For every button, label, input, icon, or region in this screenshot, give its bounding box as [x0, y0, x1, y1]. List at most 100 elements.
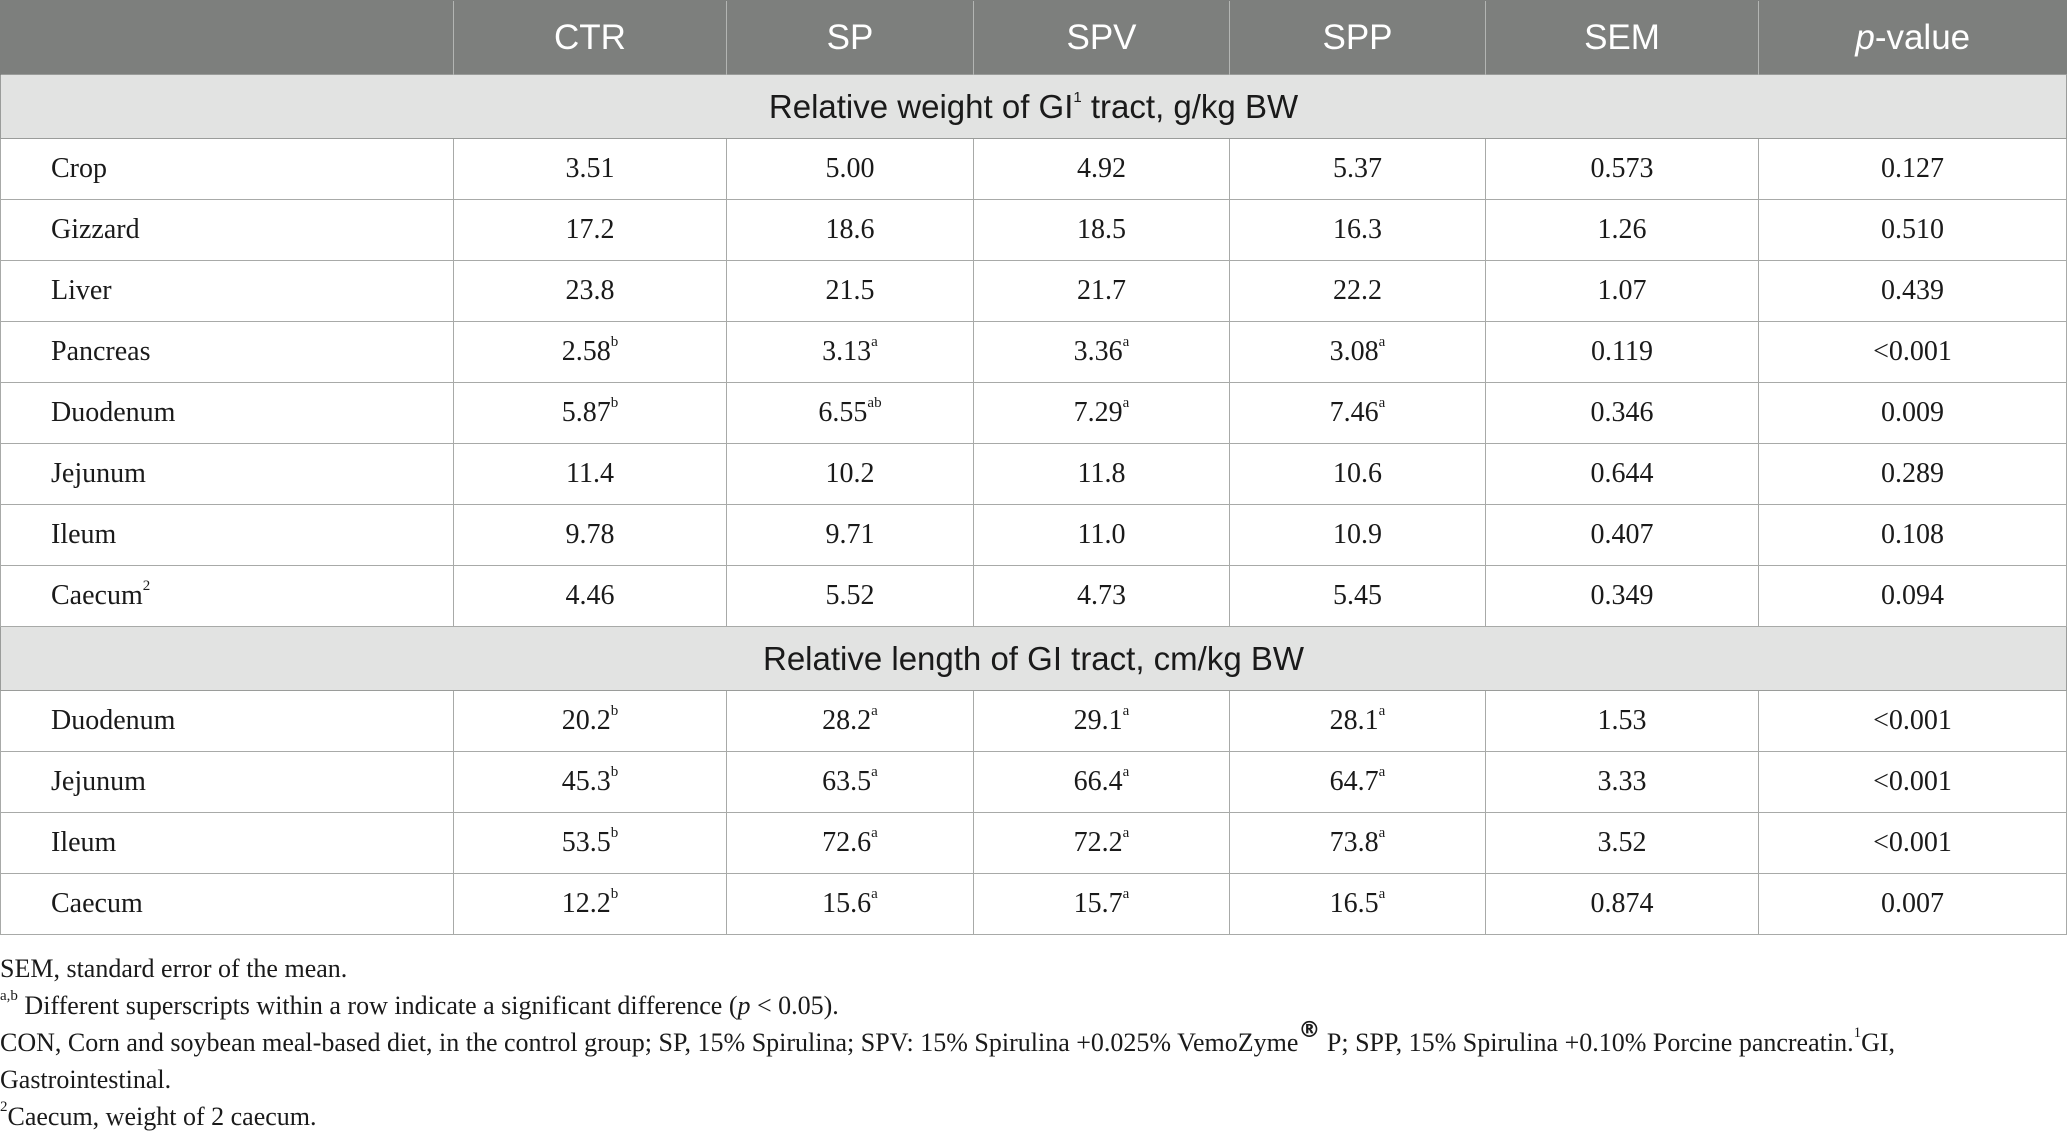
cell-sp: 28.2a [726, 690, 974, 752]
cell-value: 22.2 [1333, 275, 1382, 306]
footnote-abbrev-reg: ® [1298, 1018, 1321, 1044]
footnote-caecum-sup: 2 [0, 1099, 8, 1116]
cell-value: 0.119 [1591, 336, 1653, 367]
cell-value: 15.7 [1073, 888, 1123, 919]
table-row: Liver 23.8 21.5 21.7 22.2 1.07 0.439 [0, 260, 2067, 322]
cell-sem: 0.573 [1485, 138, 1759, 200]
header-sem: SEM [1485, 0, 1759, 75]
row-label: Jejunum [0, 751, 454, 813]
table-header: CTR SP SPV SPP SEM p-value [0, 0, 2067, 75]
cell-pvalue: 0.007 [1758, 873, 2067, 935]
footnote-abbrev-b: P; SPP, 15% Spirulina +0.10% Porcine pan… [1320, 1028, 1854, 1057]
table-row: Jejunum 11.4 10.2 11.8 10.6 0.644 0.289 [0, 443, 2067, 505]
cell-spp: 28.1a [1229, 690, 1486, 752]
cell-value: 0.573 [1590, 153, 1654, 184]
cell-value: 3.52 [1597, 827, 1647, 858]
cell-value: 5.45 [1333, 580, 1382, 611]
cell-spv: 7.29a [973, 382, 1230, 444]
row-label-text: Duodenum [51, 705, 176, 736]
cell-ctr: 2.58b [453, 321, 727, 383]
row-label: Jejunum [0, 443, 454, 505]
table-container: CTR SP SPV SPP SEM p-value Relative weig… [0, 0, 2067, 935]
cell-sp: 72.6a [726, 812, 974, 874]
cell-value: 6.55 [818, 397, 868, 428]
footnote-sem: SEM, standard error of the mean. [0, 954, 348, 983]
cell-sp: 21.5 [726, 260, 974, 322]
results-table: CTR SP SPV SPP SEM p-value Relative weig… [0, 0, 2067, 935]
cell-ctr: 9.78 [453, 504, 727, 566]
row-label-text: Ileum [51, 519, 117, 550]
cell-spp: 10.6 [1229, 443, 1486, 505]
cell-value: <0.001 [1873, 766, 1952, 797]
cell-value: 53.5 [561, 827, 611, 858]
cell-superscript: a [1122, 885, 1130, 902]
cell-value: 29.1 [1073, 705, 1123, 736]
row-label: Liver [0, 260, 454, 322]
cell-sp: 3.13a [726, 321, 974, 383]
footnote-significance: a,b Different superscripts within a row … [0, 987, 2060, 1024]
cell-ctr: 4.46 [453, 565, 727, 627]
cell-superscript: b [610, 702, 619, 719]
cell-value: 1.07 [1597, 275, 1647, 306]
cell-sem: 0.119 [1485, 321, 1759, 383]
table-row: Pancreas 2.58b 3.13a 3.36a 3.08a 0.119 <0.001 [0, 321, 2067, 383]
cell-superscript: a [1378, 394, 1386, 411]
row-label: Ileum [0, 812, 454, 874]
cell-superscript: a [1378, 885, 1386, 902]
cell-value: 5.00 [825, 153, 875, 184]
cell-spp: 5.45 [1229, 565, 1486, 627]
cell-spv: 66.4a [973, 751, 1230, 813]
cell-value: 5.87 [561, 397, 611, 428]
cell-superscript: a [1122, 394, 1130, 411]
cell-value: 0.007 [1881, 888, 1944, 919]
cell-value: 7.29 [1073, 397, 1123, 428]
cell-value: 45.3 [561, 766, 611, 797]
footnote-sig-text-b: < 0.05). [750, 991, 839, 1020]
cell-spp: 10.9 [1229, 504, 1486, 566]
row-label-text: Duodenum [51, 397, 176, 428]
footnote-abbrev-c: GI, Gastrointestinal. [0, 1028, 1896, 1094]
cell-spp: 7.46a [1229, 382, 1486, 444]
cell-value: 0.108 [1881, 519, 1944, 550]
cell-spp: 16.3 [1229, 199, 1486, 261]
row-label: Caecum [0, 873, 454, 935]
cell-value: 11.0 [1077, 519, 1126, 550]
cell-sem: 1.53 [1485, 690, 1759, 752]
cell-value: 4.92 [1077, 153, 1126, 184]
cell-value: 63.5 [822, 766, 872, 797]
cell-value: 66.4 [1073, 766, 1123, 797]
footnote-caecum-text: Caecum, weight of 2 caecum. [7, 1102, 317, 1131]
cell-sp: 10.2 [726, 443, 974, 505]
cell-pvalue: 0.439 [1758, 260, 2067, 322]
cell-value: 0.094 [1881, 580, 1944, 611]
cell-superscript: a [1378, 763, 1386, 780]
cell-sp: 5.52 [726, 565, 974, 627]
cell-spp: 16.5a [1229, 873, 1486, 935]
footnote-sig-italic: p [737, 991, 751, 1020]
cell-superscript: a [1378, 702, 1386, 719]
cell-value: 12.2 [561, 888, 611, 919]
section-title-weight-b: tract, g/kg BW [1081, 87, 1299, 125]
section-title-weight: Relative weight of GI1 tract, g/kg BW [0, 74, 2067, 139]
table-body: Relative weight of GI1 tract, g/kg BW Cr… [0, 74, 2067, 935]
cell-value: 0.349 [1590, 580, 1654, 611]
cell-sp: 6.55ab [726, 382, 974, 444]
cell-sp: 18.6 [726, 199, 974, 261]
cell-spv: 21.7 [973, 260, 1230, 322]
cell-value: 0.346 [1590, 397, 1654, 428]
header-pvalue: p-value [1758, 0, 2067, 75]
row-label-text: Gizzard [51, 214, 140, 245]
cell-sem: 0.346 [1485, 382, 1759, 444]
cell-sem: 0.407 [1485, 504, 1759, 566]
cell-ctr: 17.2 [453, 199, 727, 261]
footnote-abbrev-a: CON, Corn and soybean meal-based diet, i… [0, 1028, 1299, 1057]
cell-value: 3.08 [1329, 336, 1379, 367]
table-row: Duodenum 20.2b 28.2a 29.1a 28.1a 1.53 <0.001 [0, 690, 2067, 752]
cell-value: 20.2 [561, 705, 611, 736]
cell-value: 7.46 [1329, 397, 1379, 428]
cell-sem: 0.874 [1485, 873, 1759, 935]
row-label-text: Crop [51, 153, 107, 184]
cell-value: 21.5 [825, 275, 875, 306]
cell-pvalue: 0.009 [1758, 382, 2067, 444]
cell-superscript: a [1122, 702, 1130, 719]
